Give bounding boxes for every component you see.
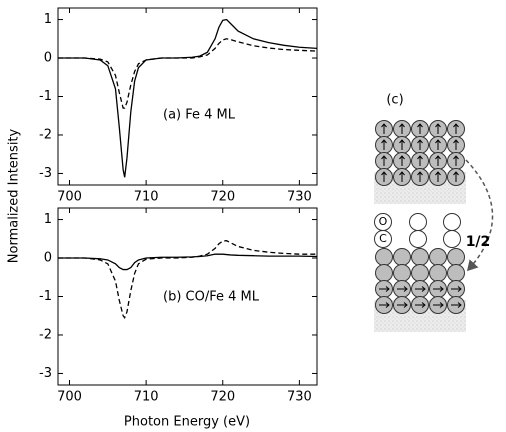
spin-arrow <box>435 123 441 134</box>
spin-arrow <box>397 302 408 308</box>
x-axis-label: Photon Energy (eV) <box>124 415 250 430</box>
spin-arrow <box>435 139 441 150</box>
atom <box>447 248 465 266</box>
spin-arrow <box>417 123 423 134</box>
y-axis-label: Normalized Intensity <box>7 128 22 263</box>
x-tick-label: 710 <box>134 390 159 405</box>
data-line <box>58 18 318 178</box>
y-tick-label: 0 <box>44 51 52 66</box>
transfer-arrow <box>465 159 494 272</box>
x-tick-label: 730 <box>287 190 312 205</box>
y-tick-label: -1 <box>39 289 52 304</box>
panel-annotation: (b) CO/Fe 4 ML <box>163 290 260 305</box>
spin-arrow <box>417 139 423 150</box>
spin-arrow <box>451 302 462 308</box>
spin-arrow <box>399 123 405 134</box>
atom-label: C <box>379 232 387 245</box>
atom <box>447 264 465 282</box>
spin-arrow <box>453 123 459 134</box>
y-tick-label: -3 <box>39 166 52 181</box>
x-tick-label: 730 <box>287 390 312 405</box>
y-tick-label: -3 <box>39 366 52 381</box>
data-line <box>58 253 318 271</box>
atom <box>375 264 393 282</box>
spin-arrow <box>433 286 444 292</box>
spin-arrow <box>379 302 390 308</box>
y-tick-label: 0 <box>44 251 52 266</box>
ratio-label: 1/2 <box>466 234 491 250</box>
data-line <box>58 240 317 319</box>
x-tick-label: 720 <box>210 190 235 205</box>
atom <box>411 264 429 282</box>
spin-arrow <box>399 171 405 182</box>
spin-arrow <box>415 302 426 308</box>
y-tick-label: 1 <box>44 12 52 27</box>
atom <box>409 213 427 231</box>
y-tick-label: -2 <box>39 327 52 342</box>
y-tick-label: 1 <box>44 212 52 227</box>
spin-arrow <box>435 155 441 166</box>
x-tick-label: 710 <box>134 190 159 205</box>
atom <box>374 230 392 248</box>
spin-arrow <box>433 302 444 308</box>
panel-label: (c) <box>386 93 403 108</box>
atom <box>443 230 461 248</box>
spin-arrow <box>435 171 441 182</box>
x-tick-label: 720 <box>210 390 235 405</box>
x-tick-label: 700 <box>57 190 82 205</box>
y-tick-label: -1 <box>39 89 52 104</box>
y-tick-label: -2 <box>39 127 52 142</box>
atom <box>393 264 411 282</box>
spin-arrow <box>381 139 387 150</box>
atom <box>375 248 393 266</box>
spin-arrow <box>453 139 459 150</box>
spin-arrow <box>379 286 390 292</box>
atom-label: O <box>379 215 388 228</box>
spin-arrow <box>381 123 387 134</box>
spin-arrow <box>453 155 459 166</box>
atom <box>411 248 429 266</box>
panel-annotation: (a) Fe 4 ML <box>163 108 236 123</box>
x-tick-label: 700 <box>57 390 82 405</box>
spin-arrow <box>381 171 387 182</box>
spin-arrow <box>417 155 423 166</box>
spin-arrow <box>399 139 405 150</box>
atom <box>409 230 427 248</box>
spin-arrow <box>415 286 426 292</box>
data-line <box>58 38 318 109</box>
spin-arrow <box>397 286 408 292</box>
atom <box>443 213 461 231</box>
atom <box>429 264 447 282</box>
atom <box>393 248 411 266</box>
spin-arrow <box>453 171 459 182</box>
plot-frame <box>57 7 318 186</box>
spin-arrow <box>417 171 423 182</box>
atom <box>429 248 447 266</box>
spin-arrow <box>451 286 462 292</box>
spin-arrow <box>381 155 387 166</box>
spin-arrow <box>399 155 405 166</box>
